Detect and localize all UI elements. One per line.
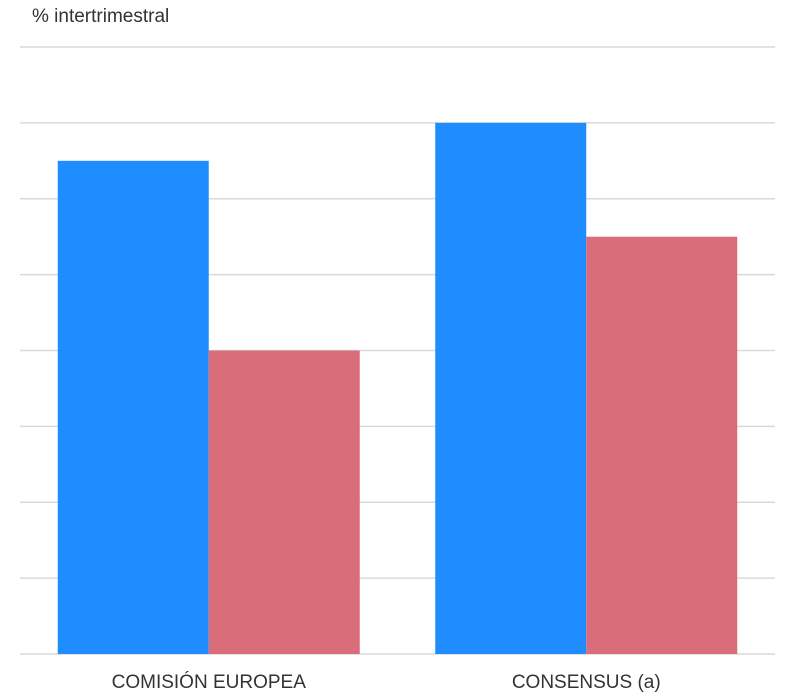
y-axis-unit-label: % intertrimestral	[32, 6, 170, 27]
category-label: COMISIÓN EUROPEA	[112, 671, 307, 693]
bar-2-1	[208, 350, 360, 654]
category-labels: COMISIÓN EUROPEA CONSENSUS (a)	[112, 671, 661, 693]
bar-1-1	[57, 160, 209, 654]
category-label: CONSENSUS (a)	[512, 672, 661, 693]
bar-1-2	[435, 122, 587, 654]
bar-2-2	[586, 236, 738, 654]
bars	[57, 122, 738, 654]
